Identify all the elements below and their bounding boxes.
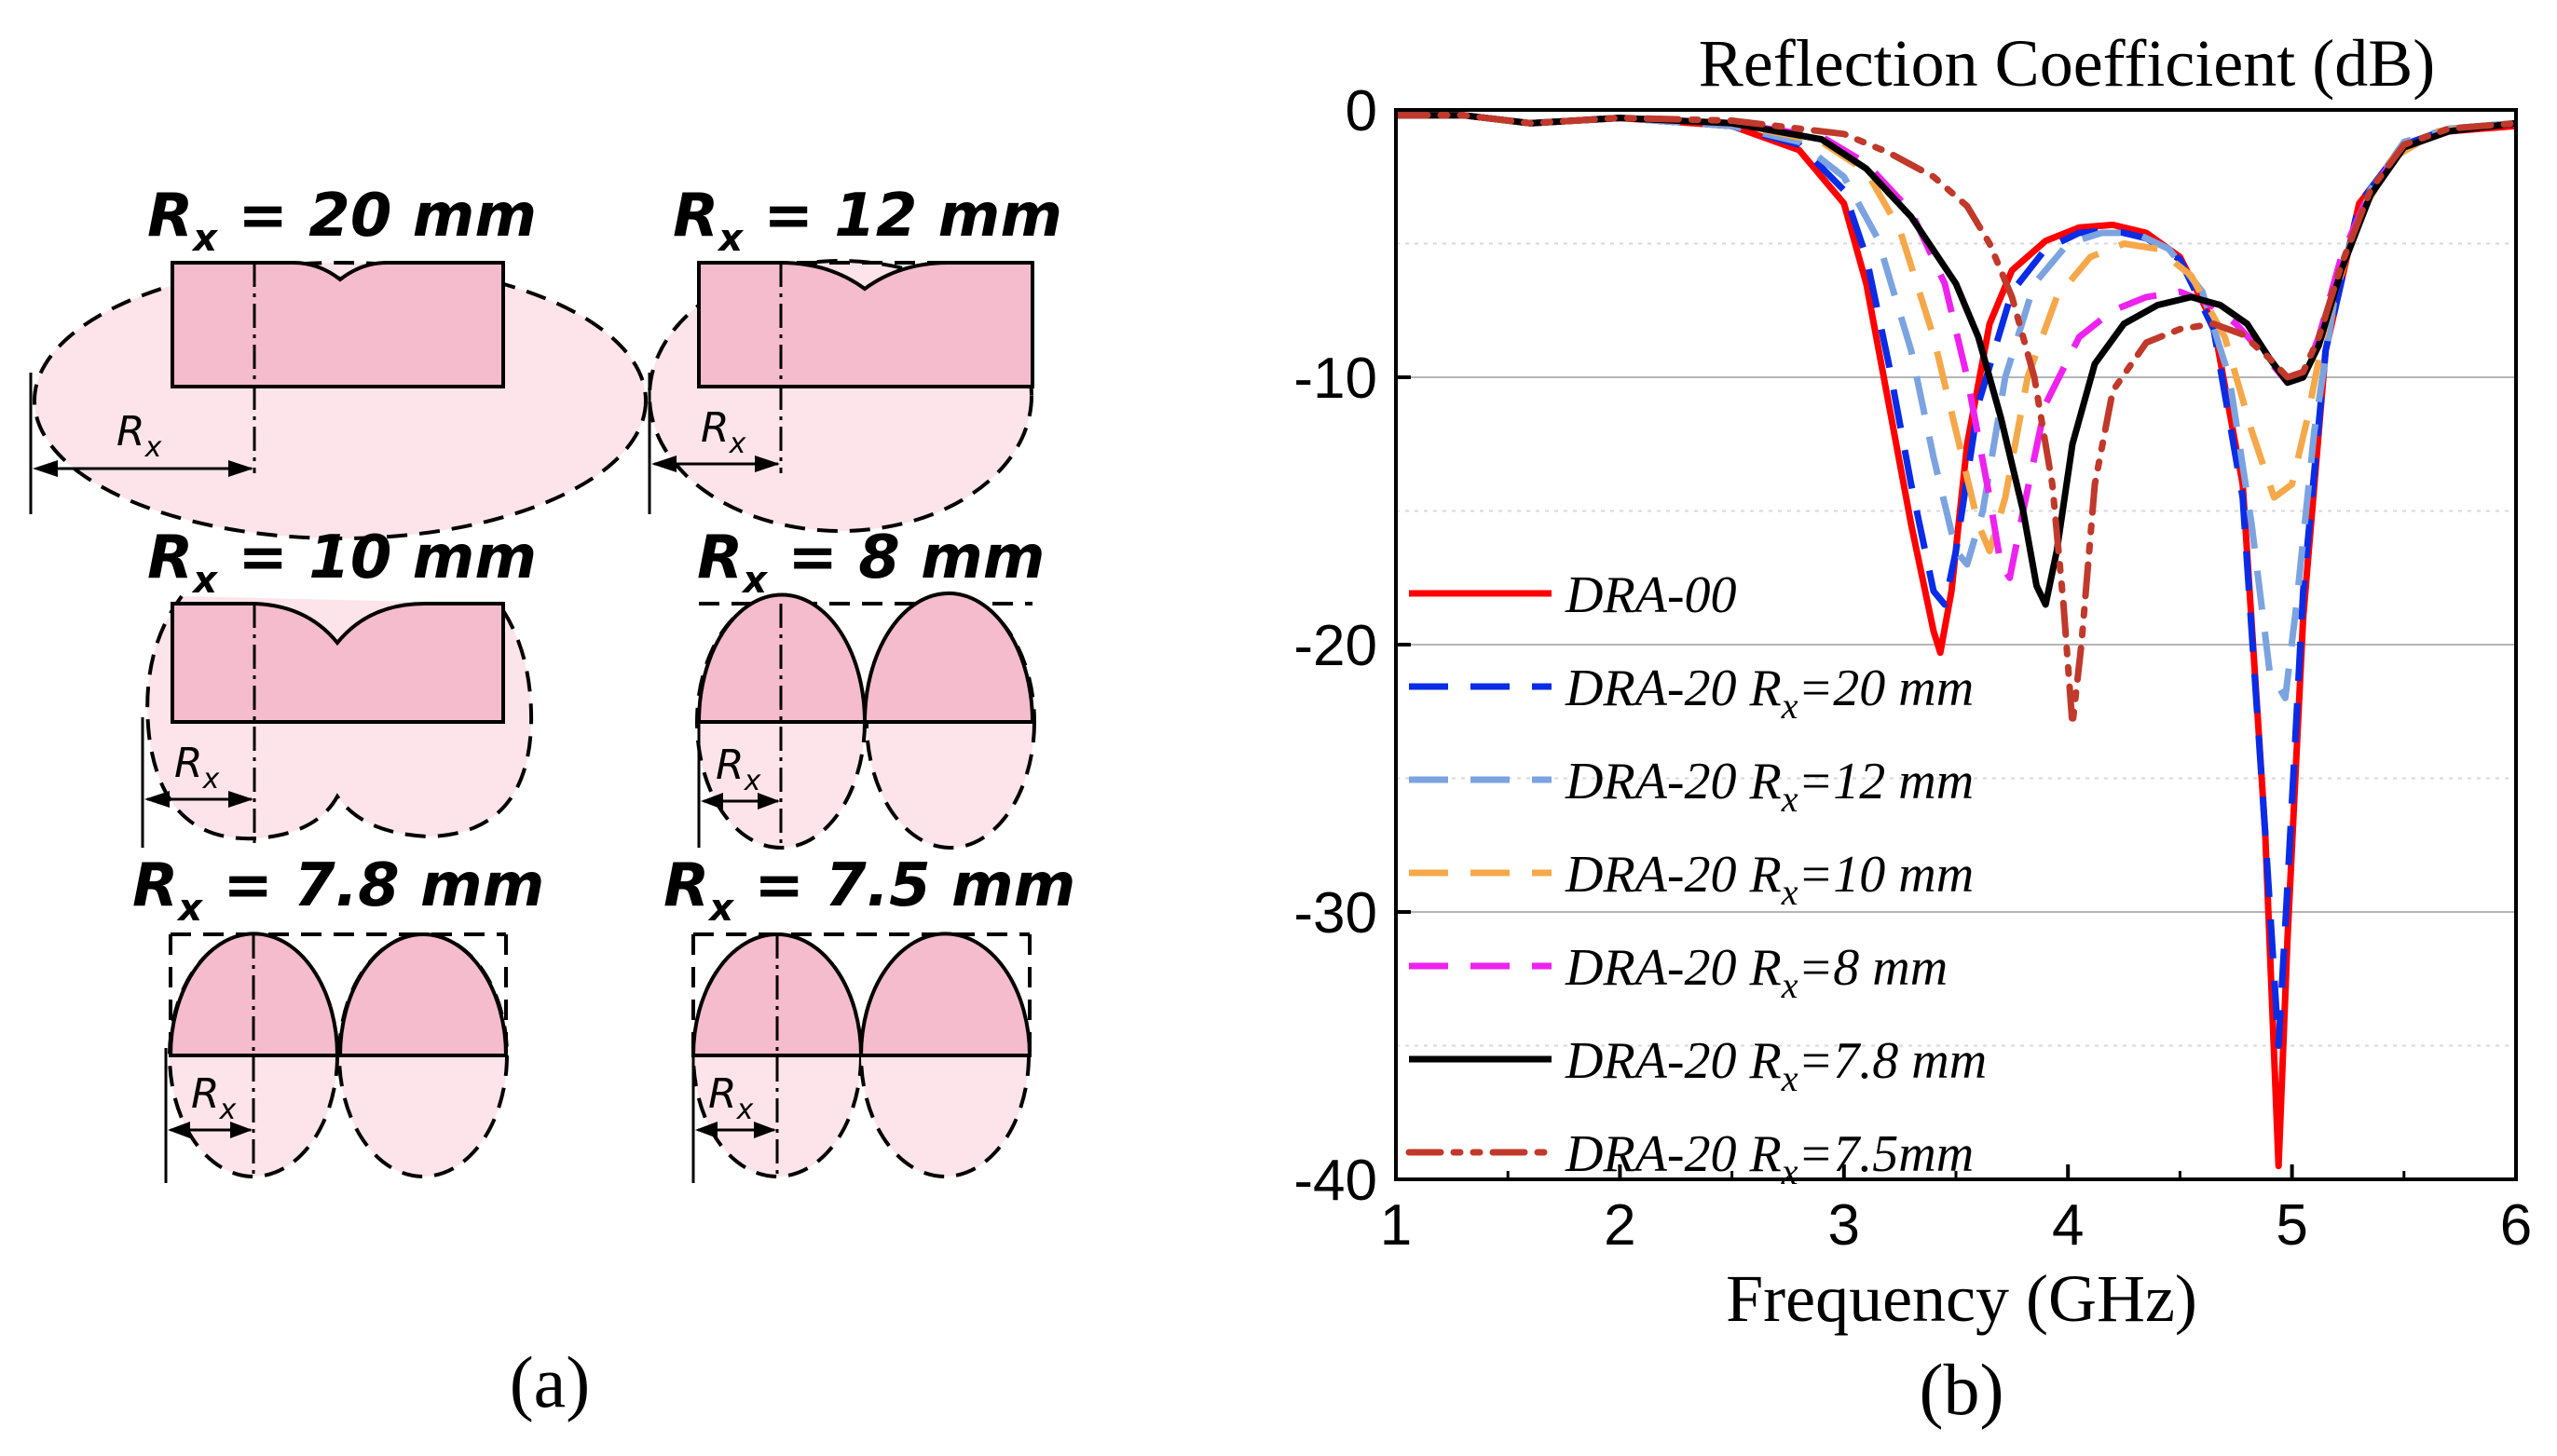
legend-item-4: DRA-20 Rx=10 mm: [1409, 846, 1974, 913]
legend-item-7: DRA-20 Rx=7.5mm: [1405, 1125, 1974, 1192]
caption-a: (a): [510, 1341, 591, 1422]
dra-body: [168, 932, 509, 1057]
shape-rx-20: Rx Rx = 20 mm: [29, 182, 648, 540]
axis-ticks: 1 2 3 4 5 6 0 -10 -20 -30 -40: [1293, 79, 2532, 1258]
shape-rx-7-8: Rx Rx = 7.8 mm: [132, 851, 544, 1183]
panel-b: Reflection Coefficient (dB) 1 2 3 4 5 6 0 -10 -2…: [1293, 26, 2532, 1430]
legend-item-2: DRA-20 Rx=20 mm: [1409, 660, 1974, 727]
series-line-7: [1396, 112, 2516, 728]
x-tick-label: 2: [1604, 1193, 1635, 1258]
caption-b: (b): [1920, 1349, 2004, 1430]
series-line-4: [1396, 112, 2516, 554]
legend-label: DRA-20 Rx=8 mm: [1565, 939, 1948, 1006]
shape-title: Rx = 7.5 mm: [663, 851, 1075, 930]
legend-label: DRA-00: [1565, 566, 1737, 624]
rx-label: Rx: [716, 742, 761, 797]
x-tick-label: 6: [2500, 1193, 2532, 1258]
rx-label: Rx: [116, 408, 162, 464]
rx-label: Rx: [701, 404, 746, 460]
y-tick-label: 0: [1346, 79, 1377, 143]
shape-title: Rx = 10 mm: [147, 524, 537, 602]
shape-rx-10: Rx Rx = 10 mm: [141, 524, 537, 848]
legend-item-3: DRA-20 Rx=12 mm: [1409, 753, 1974, 820]
legend-item-5: DRA-20 Rx=8 mm: [1409, 939, 1948, 1006]
x-tick-label: 3: [1828, 1193, 1860, 1258]
series-line-6: [1396, 112, 2516, 608]
dra-body: [171, 261, 505, 388]
panel-a: Rx Rx = 20 mm Rx Rx = 12 mm Rx: [29, 182, 1075, 1422]
legend-label: DRA-20 Rx=12 mm: [1565, 753, 1974, 820]
series-layer: [1396, 112, 2516, 1170]
shape-rx-7-5: Rx Rx = 7.5 mm: [663, 851, 1075, 1183]
series-line-3: [1396, 112, 2516, 701]
x-tick-label: 5: [2276, 1193, 2307, 1258]
legend-label: DRA-20 Rx=20 mm: [1565, 660, 1974, 727]
shape-title: Rx = 12 mm: [673, 182, 1062, 260]
legend-label: DRA-20 Rx=7.5mm: [1565, 1125, 1974, 1192]
chart-title: Reflection Coefficient (dB): [1699, 26, 2435, 101]
rx-label: Rx: [708, 1070, 754, 1126]
x-axis-label: Frequency (GHz): [1726, 1261, 2197, 1336]
x-tick-label: 1: [1380, 1193, 1412, 1258]
shape-rx-8: Rx Rx = 8 mm: [695, 524, 1045, 850]
rx-label: Rx: [174, 740, 220, 796]
series-line-1: [1396, 112, 2516, 1170]
rx-label: Rx: [191, 1070, 237, 1126]
legend: DRA-00 DRA-20 Rx=20 mm DRA-20 Rx=12 mm DRA-…: [1405, 566, 1987, 1192]
shape-title: Rx = 20 mm: [147, 182, 537, 260]
y-tick-label: -30: [1293, 881, 1377, 946]
dra-body: [691, 932, 1032, 1057]
gridlines: [1396, 109, 2516, 1180]
shape-title: Rx = 8 mm: [697, 524, 1045, 602]
legend-item-6: DRA-20 Rx=7.8 mm: [1409, 1032, 1987, 1099]
y-tick-label: -10: [1293, 347, 1377, 411]
y-tick-label: -20: [1293, 614, 1377, 678]
y-tick-label: -40: [1293, 1149, 1377, 1213]
x-tick-label: 4: [2052, 1193, 2084, 1258]
shape-rx-12: Rx Rx = 12 mm: [648, 182, 1062, 533]
series-line-5: [1396, 112, 2516, 581]
shape-title: Rx = 7.8 mm: [132, 851, 544, 930]
legend-label: DRA-20 Rx=10 mm: [1565, 846, 1974, 913]
dra-body: [696, 592, 1035, 724]
legend-item-1: DRA-00: [1409, 566, 1737, 624]
legend-label: DRA-20 Rx=7.8 mm: [1565, 1032, 1987, 1099]
